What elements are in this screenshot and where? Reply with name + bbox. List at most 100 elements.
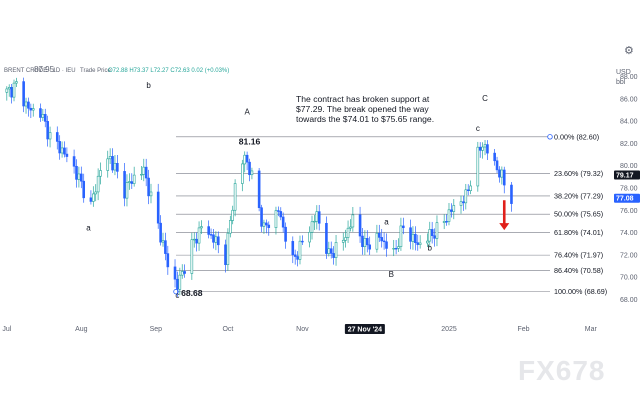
candle-body (15, 81, 18, 84)
candle-body (265, 222, 268, 226)
y-tick-label: 82.00 (620, 141, 638, 148)
candle-body (116, 162, 119, 172)
candle-body (315, 211, 319, 222)
wave-label: 81.16 (239, 137, 261, 147)
candle-body (180, 271, 184, 276)
candle-body (325, 222, 328, 254)
candle-body (293, 254, 297, 257)
candle-body (147, 177, 150, 197)
candle-body (310, 221, 314, 233)
candle-body (43, 113, 47, 122)
candle-body (298, 240, 302, 260)
candle-body (99, 170, 102, 177)
candle-body (190, 239, 194, 274)
candle-body (346, 227, 350, 238)
candle-body (125, 182, 129, 199)
price-tag (614, 170, 640, 180)
candle-body (22, 81, 25, 107)
candle-body (327, 248, 331, 254)
candle-body (111, 156, 114, 171)
candle-body (344, 237, 347, 241)
wave-label: C (482, 94, 488, 103)
candle-body (77, 173, 81, 180)
price-tag-label: 77.08 (616, 196, 634, 203)
candle-body (224, 244, 227, 265)
candle-body (349, 226, 352, 229)
candle-body (149, 191, 153, 197)
candle-body (495, 160, 499, 171)
annotation-line: The contract has broken support at (296, 94, 430, 104)
candle-body (94, 191, 98, 195)
candle-body (397, 246, 400, 249)
instrument-title: BRENT CRUDE · 1D · IEU (4, 68, 76, 74)
header-layer: BRENT CRUDE · 1D · IEU Trade PriceO72.88 … (4, 65, 631, 86)
candle-body (123, 171, 126, 199)
candle-body (200, 226, 203, 229)
candle-body (433, 235, 436, 239)
y-tick-label: 88.00 (620, 74, 638, 81)
candle-body (442, 221, 446, 223)
crosshair-date-pill (344, 324, 385, 334)
candle-body (89, 197, 93, 202)
wave-label: A (244, 108, 250, 117)
x-tick-label: Mar (585, 326, 598, 333)
candle-body (10, 87, 13, 98)
candle-body (296, 256, 299, 260)
candle-body (291, 241, 295, 256)
candle-body (113, 162, 117, 171)
candle-body (142, 166, 146, 175)
candle-body (209, 234, 213, 236)
candle-body (212, 234, 215, 243)
y-tick-label: 68.00 (620, 297, 638, 304)
candle-body (363, 238, 367, 248)
candle-body (382, 240, 386, 243)
candle-body (27, 101, 30, 109)
candle-body (368, 244, 371, 250)
ohlc-readout: O72.88 H73.37 L72.27 C72.63 0.02 (+0.03%… (108, 68, 229, 74)
red-arrow-head (499, 223, 510, 231)
candle-body (229, 220, 232, 234)
candle-body (301, 240, 304, 243)
fib-label: 61.80% (74.01) (554, 228, 603, 237)
candle-body (192, 238, 196, 241)
candle-body (358, 214, 362, 237)
candle-body (58, 141, 61, 154)
axes-layer: 68.00 70.00 72.00 74.00 76.00 78.00 80.00 82.00… (2, 74, 640, 386)
wave-label: c (476, 124, 480, 133)
candle-body (435, 222, 439, 239)
candle-body (277, 210, 280, 212)
candle-body (375, 232, 379, 250)
currency-label: USD (616, 69, 631, 76)
fib-anchor-handle (547, 134, 553, 140)
candle-body (164, 240, 167, 254)
fib-label: 76.40% (71.97) (554, 251, 603, 260)
candle-body (416, 242, 420, 245)
candle-body (385, 241, 388, 249)
watermark: FX678 (518, 355, 606, 386)
candle-body (132, 174, 136, 184)
candle-body (409, 227, 412, 242)
candle-body (46, 121, 49, 140)
y-tick-label: 84.00 (620, 119, 638, 126)
candle-body (447, 209, 451, 222)
candle-body (241, 163, 244, 184)
candle-body (313, 220, 316, 223)
candle-body (216, 236, 220, 246)
candle-body (392, 248, 396, 250)
gear-icon[interactable]: ⚙ (624, 45, 634, 57)
wave-label: c (175, 291, 179, 300)
candle-body (361, 235, 364, 248)
candle-body (159, 222, 162, 243)
fib-label: 23.60% (79.32) (554, 169, 603, 178)
fib-label: 0.00% (82.60) (554, 132, 599, 141)
candle-body (510, 184, 513, 204)
candle-body (262, 222, 266, 227)
candle-body (106, 158, 110, 171)
x-tick-label: Aug (75, 326, 88, 333)
wave-label: b (146, 81, 151, 90)
candle-body (233, 183, 237, 211)
candle-body (195, 238, 198, 244)
candle-body (12, 82, 16, 98)
candle-body (197, 227, 201, 244)
